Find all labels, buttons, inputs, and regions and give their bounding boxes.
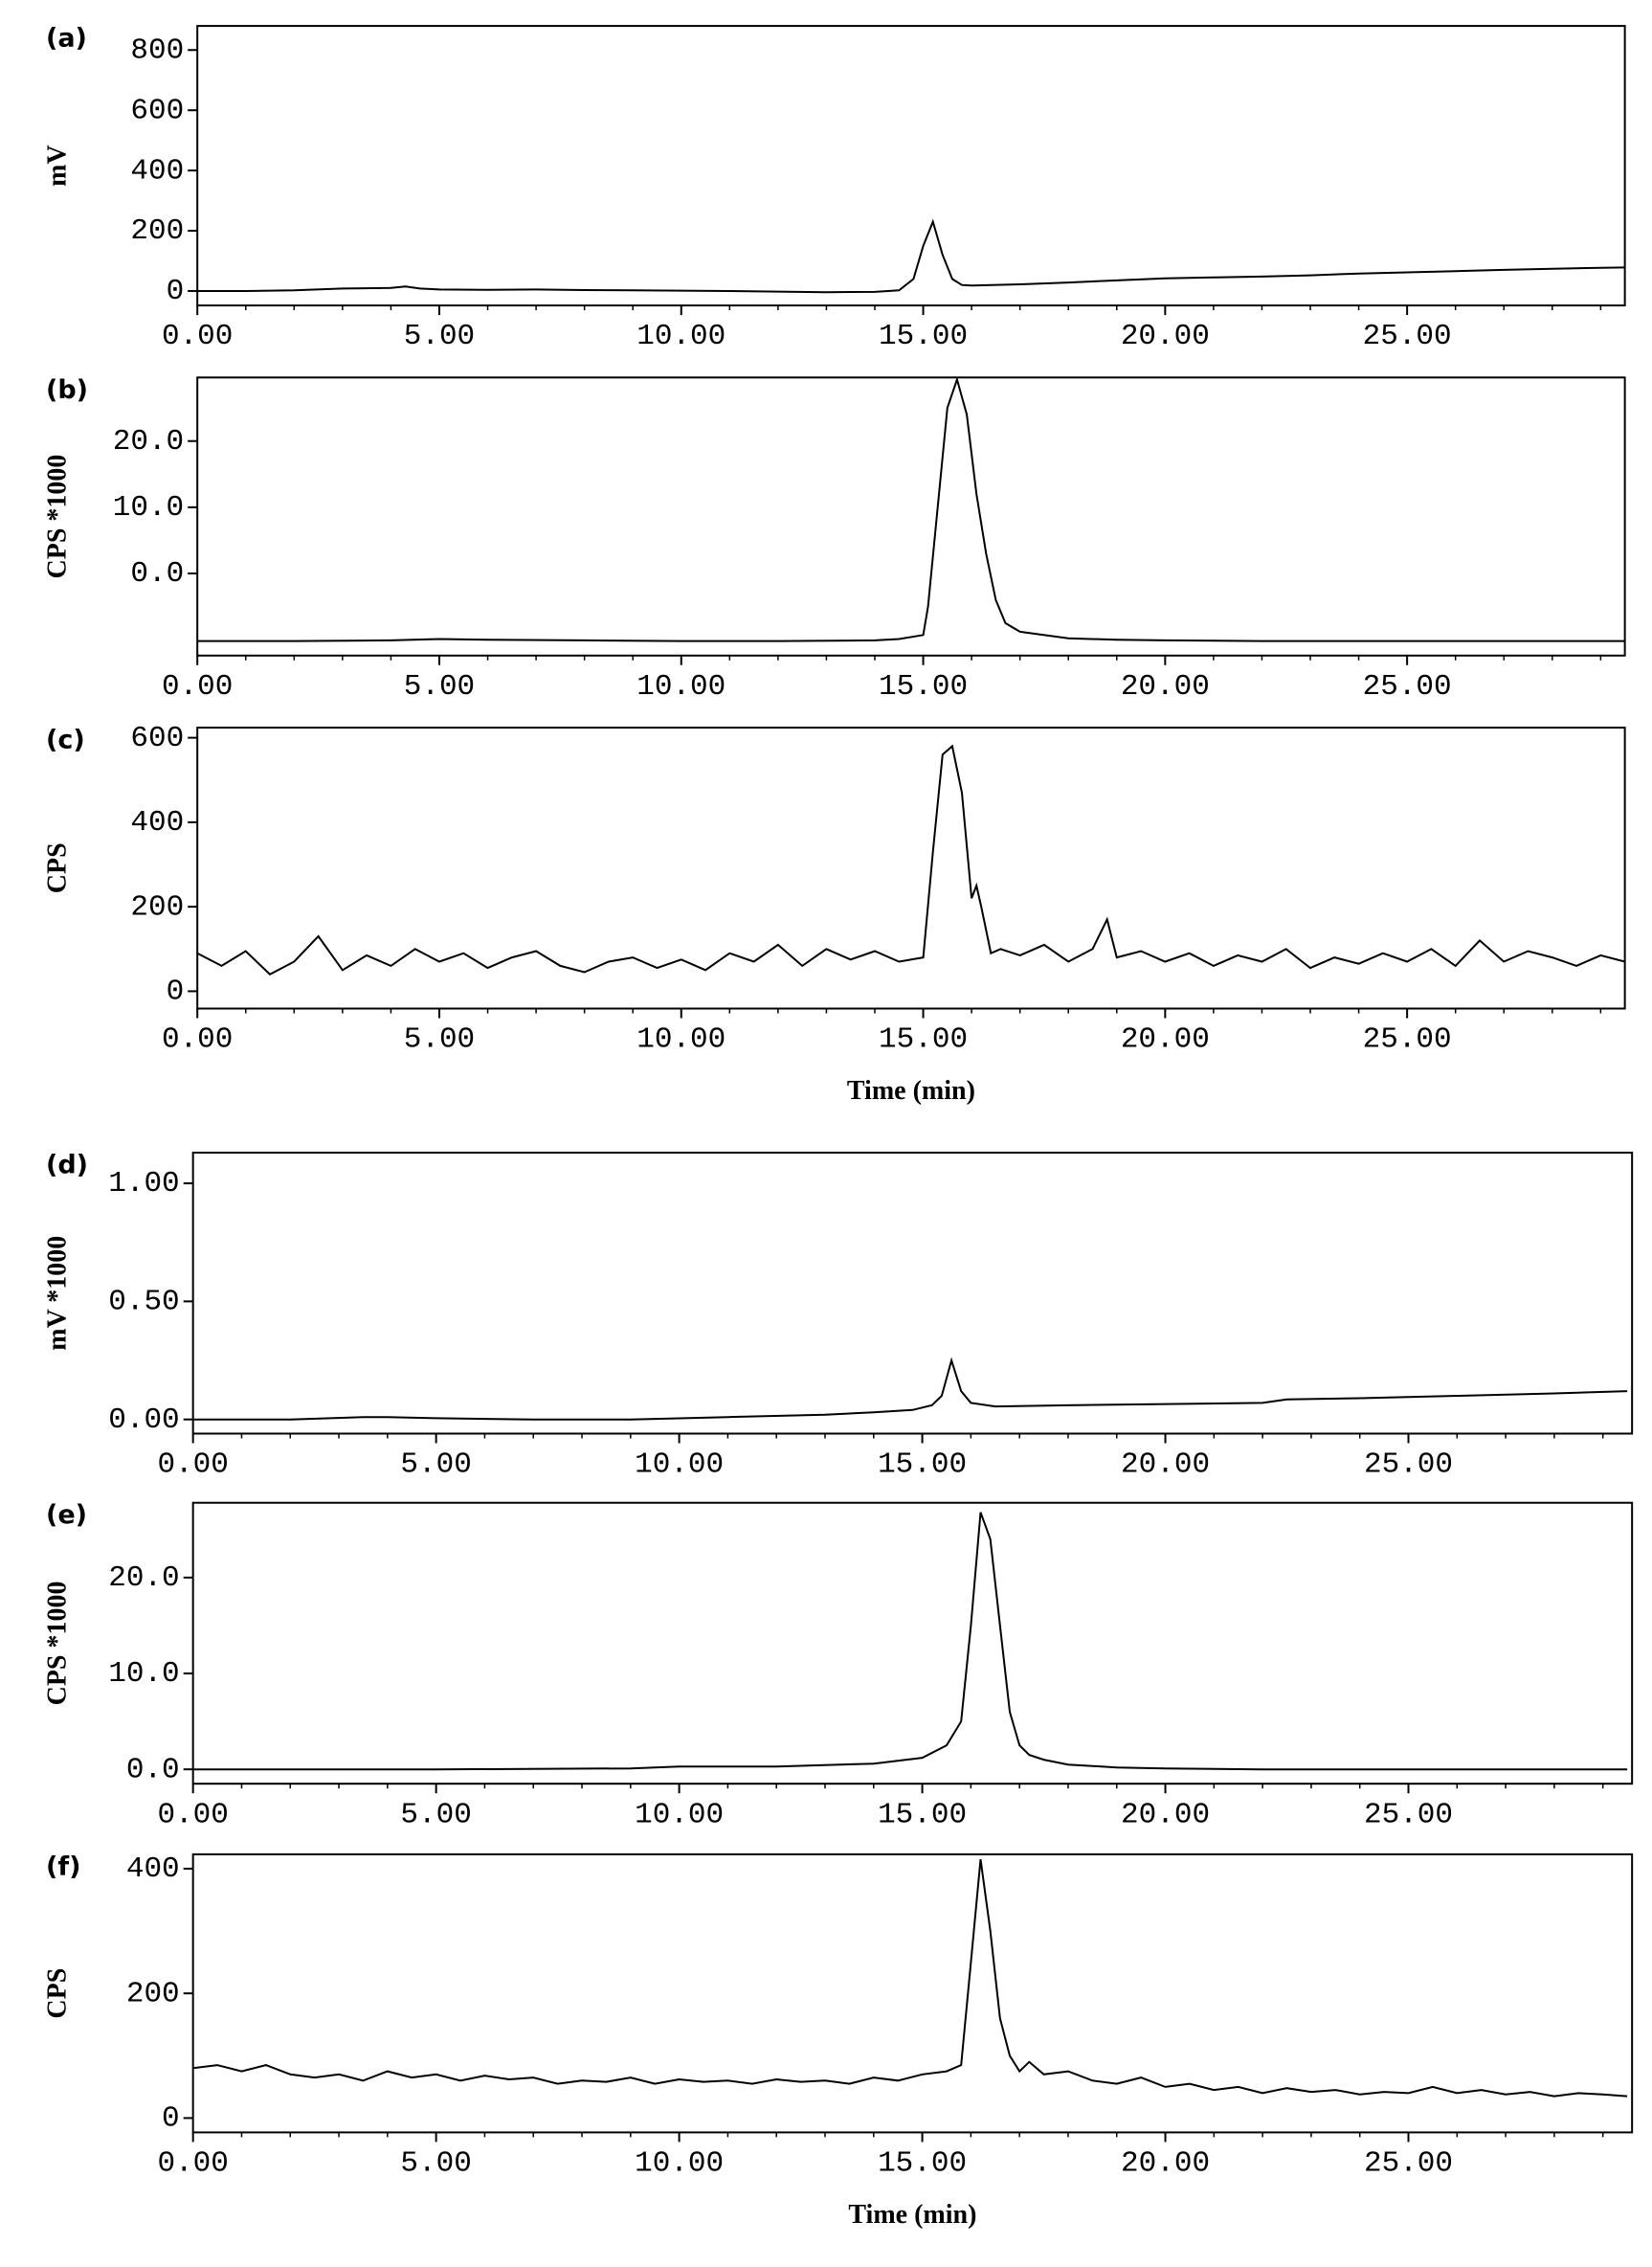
x-tick-label: 0.00 xyxy=(157,1448,228,1482)
y-axis-label: CPS xyxy=(42,1968,72,2019)
panel-label: (d) xyxy=(46,1151,88,1180)
y-tick-label: 0 xyxy=(167,976,185,1009)
y-axis-label: CPS *1000 xyxy=(42,1581,72,1705)
x-tick-label: 10.00 xyxy=(635,1448,724,1482)
y-tick-label: 20.0 xyxy=(113,425,184,459)
y-axis-label: CPS *1000 xyxy=(42,455,72,579)
x-tick-label: 20.00 xyxy=(1121,2147,1210,2181)
y-axis-label: mV xyxy=(42,145,72,187)
trace xyxy=(197,376,1625,642)
y-axis-label: CPS xyxy=(42,842,72,893)
x-tick-label: 20.00 xyxy=(1121,320,1210,353)
x-tick-label: 0.00 xyxy=(162,1023,233,1057)
panel-label: (a) xyxy=(46,24,87,54)
y-axis-label: mV *1000 xyxy=(42,1236,72,1351)
x-tick-label: 20.00 xyxy=(1121,1023,1210,1057)
y-tick-label: 200 xyxy=(130,890,184,924)
x-tick-label: 0.00 xyxy=(162,320,233,353)
x-tick-label: 5.00 xyxy=(404,1023,475,1057)
y-tick-label: 0 xyxy=(167,275,185,308)
x-tick-label: 5.00 xyxy=(400,1448,471,1482)
x-tick-label: 15.00 xyxy=(879,1023,968,1057)
y-tick-label: 0 xyxy=(162,2102,180,2136)
y-tick-label: 0.0 xyxy=(130,557,184,591)
y-tick-label: 0.0 xyxy=(126,1753,180,1786)
panel-label: (b) xyxy=(46,375,88,405)
y-tick-label: 0.00 xyxy=(108,1403,179,1437)
x-tick-label: 10.00 xyxy=(636,1023,726,1057)
y-tick-label: 10.0 xyxy=(113,491,184,525)
x-tick-label: 10.00 xyxy=(636,320,726,353)
x-tick-label: 10.00 xyxy=(636,670,726,704)
y-tick-label: 200 xyxy=(126,1977,180,2010)
y-tick-label: 200 xyxy=(130,214,184,248)
x-tick-label: 20.00 xyxy=(1121,670,1210,704)
x-tick-label: 15.00 xyxy=(879,320,968,353)
x-tick-label: 25.00 xyxy=(1363,1023,1452,1057)
x-tick-label: 0.00 xyxy=(157,2147,228,2181)
x-tick-label: 5.00 xyxy=(400,1798,471,1831)
x-tick-label: 15.00 xyxy=(878,1448,967,1482)
trace xyxy=(196,744,1625,976)
y-tick-label: 400 xyxy=(130,806,184,840)
x-tick-label: 15.00 xyxy=(878,2147,967,2181)
x-tick-label: 25.00 xyxy=(1364,1448,1453,1482)
y-tick-label: 1.00 xyxy=(108,1167,179,1201)
panel-label: (e) xyxy=(46,1500,87,1530)
x-tick-label: 20.00 xyxy=(1121,1798,1210,1831)
x-tick-label: 15.00 xyxy=(878,1798,967,1831)
plot-frame xyxy=(191,1501,1634,1785)
x-tick-label: 25.00 xyxy=(1364,2147,1453,2181)
y-tick-label: 400 xyxy=(126,1852,180,1886)
x-tick-label: 15.00 xyxy=(879,670,968,704)
x-tick-label: 0.00 xyxy=(162,670,233,704)
x-tick-label: 0.00 xyxy=(157,1798,228,1831)
y-tick-label: 400 xyxy=(130,154,184,188)
x-tick-label: 5.00 xyxy=(404,320,475,353)
panel-label: (c) xyxy=(46,726,85,755)
plot-frame xyxy=(196,376,1626,657)
plot-frame xyxy=(191,1152,1634,1435)
x-tick-label: 25.00 xyxy=(1363,670,1452,704)
x-tick-label: 20.00 xyxy=(1121,1448,1210,1482)
y-tick-label: 800 xyxy=(130,34,184,67)
x-axis-label: Time (min) xyxy=(847,1076,975,1106)
x-tick-label: 25.00 xyxy=(1363,320,1452,353)
trace xyxy=(192,1357,1628,1421)
x-tick-label: 5.00 xyxy=(400,2147,471,2181)
trace xyxy=(197,218,1625,294)
y-tick-label: 10.0 xyxy=(108,1657,179,1691)
trace xyxy=(192,1512,1628,1771)
panel-label: (f) xyxy=(46,1852,80,1881)
y-tick-label: 600 xyxy=(130,94,184,127)
x-axis-label: Time (min) xyxy=(848,2200,976,2230)
x-tick-label: 10.00 xyxy=(635,2147,724,2181)
plot-frame xyxy=(196,25,1626,307)
y-tick-label: 0.50 xyxy=(108,1286,179,1319)
x-tick-label: 5.00 xyxy=(404,670,475,704)
trace xyxy=(192,1858,1628,2098)
x-tick-label: 25.00 xyxy=(1364,1798,1453,1831)
y-tick-label: 600 xyxy=(130,722,184,755)
plot-frame xyxy=(196,727,1626,1010)
x-tick-label: 10.00 xyxy=(635,1798,724,1831)
y-tick-label: 20.0 xyxy=(108,1561,179,1595)
